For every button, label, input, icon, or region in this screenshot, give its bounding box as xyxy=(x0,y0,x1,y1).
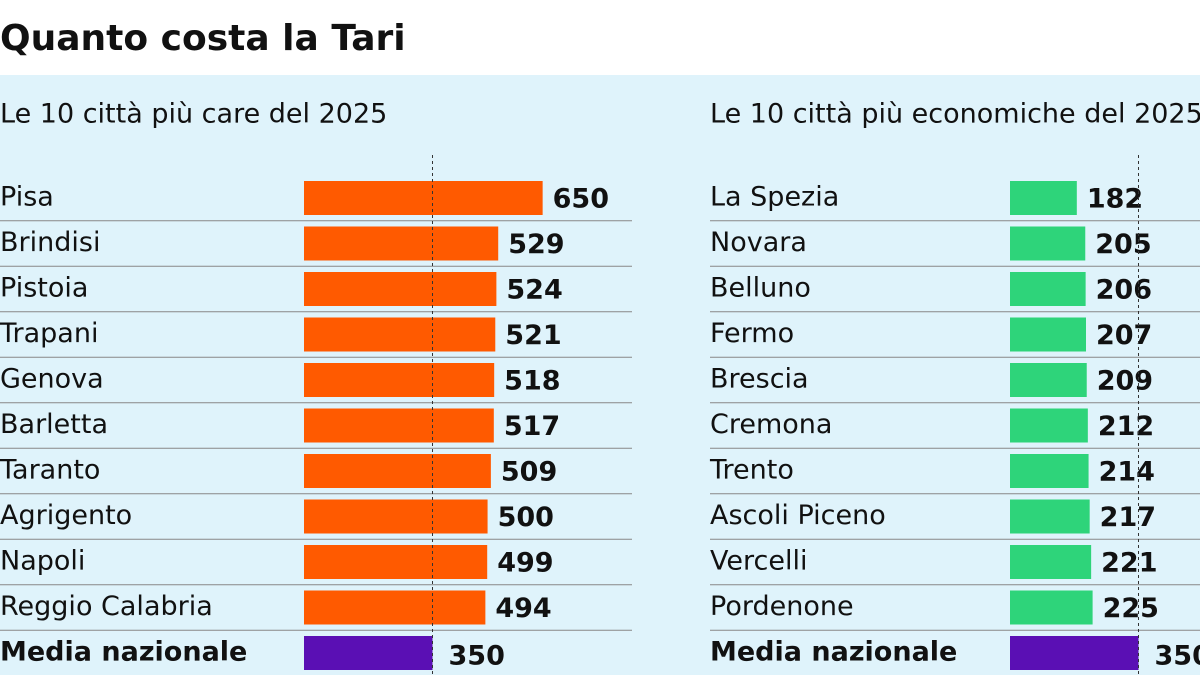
category-label: Cremona xyxy=(710,409,832,440)
value-label: 521 xyxy=(505,320,561,351)
bar xyxy=(304,317,496,352)
value-label: 494 xyxy=(495,593,551,624)
category-label: Novara xyxy=(710,227,807,258)
category-label: Fermo xyxy=(710,318,794,349)
category-label: Napoli xyxy=(0,546,85,577)
category-label: La Spezia xyxy=(710,182,839,213)
value-label: 524 xyxy=(506,275,562,306)
reference-value: 350 xyxy=(1155,641,1200,672)
value-label: 517 xyxy=(504,411,560,442)
panel-title: Le 10 città più care del 2025 xyxy=(0,99,387,130)
bar xyxy=(1010,363,1087,397)
category-label: Pistoia xyxy=(0,273,88,304)
value-label: 650 xyxy=(553,184,609,215)
bar xyxy=(304,454,491,488)
bar xyxy=(1010,408,1088,443)
reference-bar xyxy=(304,636,433,670)
bar xyxy=(304,226,499,261)
value-label: 500 xyxy=(498,502,554,533)
value-label: 221 xyxy=(1101,548,1157,579)
category-label: Pisa xyxy=(0,182,54,213)
category-label: Pordenone xyxy=(710,591,854,622)
category-label: Genova xyxy=(0,364,104,395)
value-label: 205 xyxy=(1095,229,1151,260)
bar xyxy=(304,590,486,625)
category-label: Barletta xyxy=(0,409,108,440)
bar xyxy=(1010,226,1086,261)
reference-label: Media nazionale xyxy=(0,637,247,668)
value-label: 212 xyxy=(1098,411,1154,442)
category-label: Trapani xyxy=(0,318,98,349)
bar xyxy=(1010,317,1086,352)
bar xyxy=(304,181,543,215)
bar xyxy=(304,408,494,443)
category-label: Brescia xyxy=(710,364,809,395)
value-label: 499 xyxy=(497,548,553,579)
value-label: 529 xyxy=(508,229,564,260)
value-label: 207 xyxy=(1096,320,1152,351)
value-label: 209 xyxy=(1097,366,1153,397)
reference-bar xyxy=(1010,636,1139,670)
panel-background xyxy=(0,75,1200,675)
chart-title: Quanto costa la Tari xyxy=(0,18,406,59)
category-label: Ascoli Piceno xyxy=(710,500,886,531)
category-label: Belluno xyxy=(710,273,811,304)
reference-label: Media nazionale xyxy=(710,637,957,668)
value-label: 509 xyxy=(501,457,557,488)
panel-title: Le 10 città più economiche del 2025 xyxy=(710,99,1200,130)
bar xyxy=(304,272,497,306)
value-label: 225 xyxy=(1103,593,1159,624)
category-label: Reggio Calabria xyxy=(0,591,213,622)
value-label: 206 xyxy=(1096,275,1152,306)
reference-value: 350 xyxy=(449,641,505,672)
category-label: Vercelli xyxy=(710,546,807,577)
bar xyxy=(1010,499,1090,534)
bar xyxy=(1010,454,1089,488)
bar xyxy=(1010,272,1086,306)
bar xyxy=(1010,545,1092,579)
category-label: Brindisi xyxy=(0,227,100,258)
bar xyxy=(1010,181,1077,215)
bar xyxy=(304,545,488,579)
value-label: 214 xyxy=(1099,457,1155,488)
category-label: Taranto xyxy=(0,455,100,486)
bar xyxy=(304,363,495,397)
category-label: Agrigento xyxy=(0,500,132,531)
bar xyxy=(304,499,488,534)
category-label: Trento xyxy=(709,455,794,486)
value-label: 518 xyxy=(504,366,560,397)
bar xyxy=(1010,590,1093,625)
value-label: 182 xyxy=(1087,184,1143,215)
value-label: 217 xyxy=(1100,502,1156,533)
